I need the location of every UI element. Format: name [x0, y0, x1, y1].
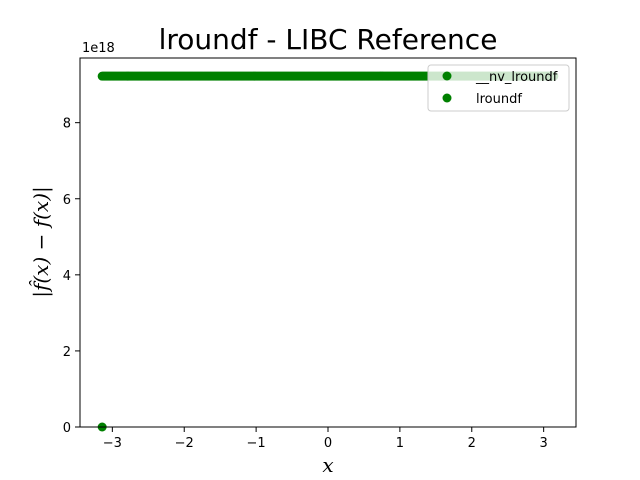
x-tick-label: −1	[247, 436, 266, 451]
x-axis: −3 −2 −1 0 1 2 3	[103, 427, 548, 451]
y-tick-label: 6	[63, 193, 71, 208]
y-tick-label: 0	[63, 421, 71, 436]
plot-area	[97, 71, 559, 432]
x-tick-label: −3	[103, 436, 122, 451]
x-tick-label: −2	[175, 436, 194, 451]
legend-marker	[442, 93, 452, 103]
x-tick-label: 3	[540, 436, 548, 451]
y-tick-label: 8	[63, 117, 71, 132]
legend-marker	[442, 71, 452, 81]
x-tick-label: 2	[468, 436, 476, 451]
legend-label: __nv_lroundf	[475, 70, 558, 85]
y-axis: 0 2 4 6 8	[63, 117, 80, 436]
y-tick-label: 2	[63, 345, 71, 360]
x-axis-label: x	[322, 453, 333, 477]
x-tick-label: 0	[324, 436, 332, 451]
x-tick-label: 1	[396, 436, 404, 451]
y-offset-label: 1e18	[82, 41, 115, 56]
chart-title: lroundf - LIBC Reference	[159, 23, 498, 56]
plot-frame	[79, 57, 577, 428]
legend-box	[427, 64, 570, 112]
legend-label: lroundf	[476, 92, 522, 107]
y-tick-label: 4	[63, 269, 71, 284]
y-axis-label: |f̂(x) − f(x)|	[29, 186, 54, 298]
